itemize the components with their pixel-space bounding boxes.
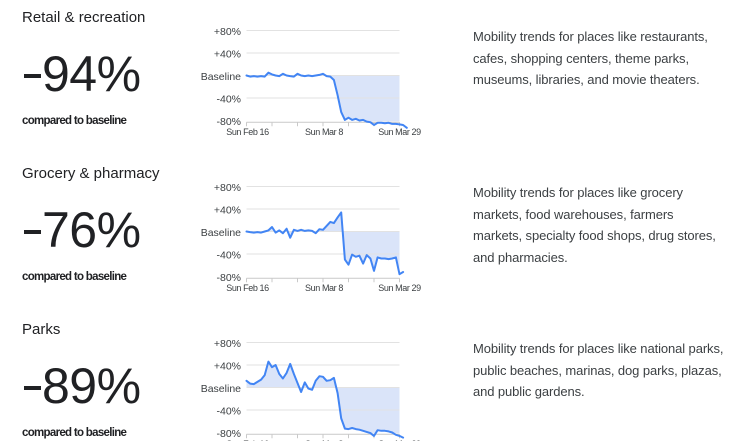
svg-text:+80%: +80% — [214, 26, 241, 38]
svg-text:+80%: +80% — [214, 338, 241, 350]
svg-text:-80%: -80% — [216, 116, 241, 128]
svg-text:Baseline: Baseline — [201, 71, 241, 83]
svg-text:Sun Mar 29: Sun Mar 29 — [378, 439, 421, 441]
svg-text:-80%: -80% — [216, 272, 241, 284]
svg-text:Baseline: Baseline — [201, 227, 241, 239]
svg-text:Sun Mar 8: Sun Mar 8 — [305, 127, 343, 137]
svg-text:-40%: -40% — [216, 93, 241, 105]
svg-text:-40%: -40% — [216, 405, 241, 417]
svg-text:-40%: -40% — [216, 249, 241, 261]
svg-text:Sun Feb 16: Sun Feb 16 — [226, 439, 269, 441]
svg-text:+80%: +80% — [214, 182, 241, 194]
svg-text:+40%: +40% — [214, 360, 241, 372]
svg-text:Sun Feb 16: Sun Feb 16 — [226, 283, 269, 293]
svg-text:Sun Mar 8: Sun Mar 8 — [305, 439, 343, 441]
svg-text:Sun Mar 29: Sun Mar 29 — [378, 283, 421, 293]
svg-text:Baseline: Baseline — [201, 383, 241, 395]
svg-text:+40%: +40% — [214, 48, 241, 60]
svg-text:Sun Mar 29: Sun Mar 29 — [378, 127, 421, 137]
svg-text:Sun Mar 8: Sun Mar 8 — [305, 283, 343, 293]
svg-text:+40%: +40% — [214, 204, 241, 216]
svg-text:Sun Feb 16: Sun Feb 16 — [226, 127, 269, 137]
svg-text:-80%: -80% — [216, 428, 241, 440]
